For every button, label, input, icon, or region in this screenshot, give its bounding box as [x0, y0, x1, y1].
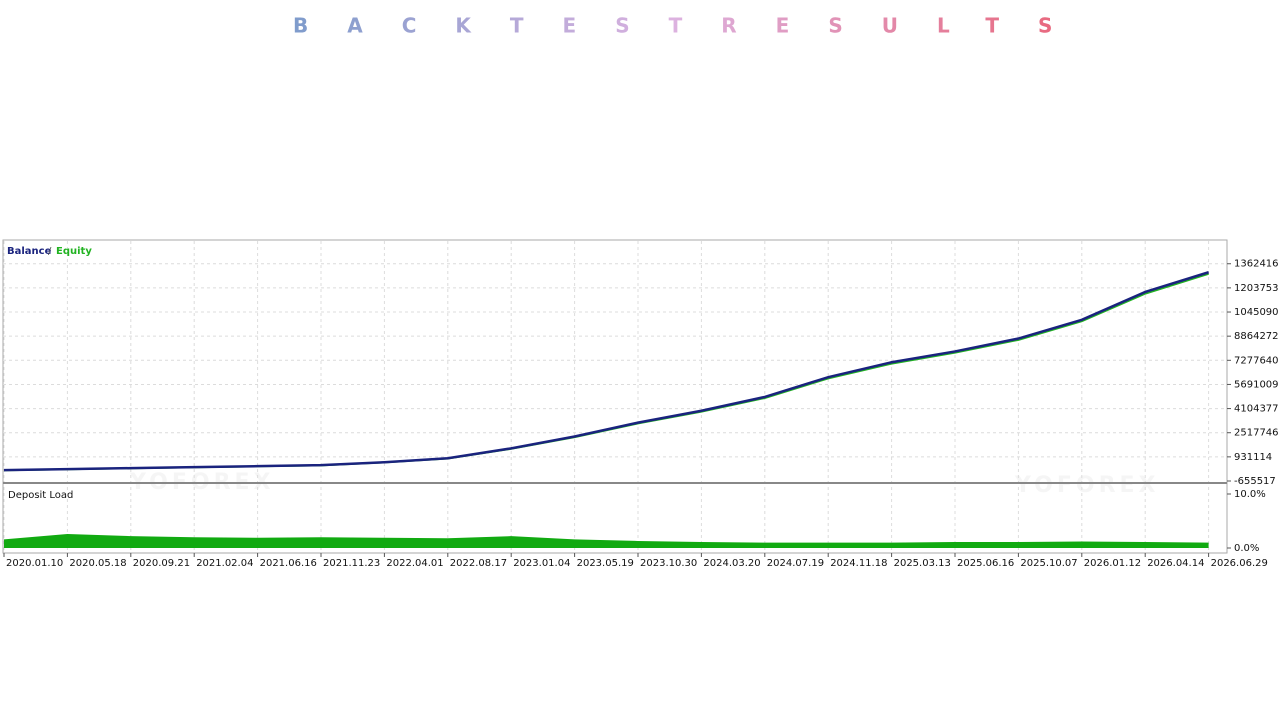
- y-tick-label: 10.0%: [1234, 489, 1266, 500]
- legend-equity: Equity: [56, 246, 92, 257]
- y-tick-label: -655517: [1234, 476, 1276, 487]
- y-tick-label: 4104377: [1234, 404, 1279, 415]
- x-tick-label: 2020.01.10: [6, 558, 63, 569]
- watermark: YOFOREX: [1014, 473, 1160, 498]
- x-tick-label: 2023.01.04: [513, 558, 570, 569]
- x-tick-label: 2026.06.29: [1211, 558, 1268, 569]
- x-tick-label: 2020.05.18: [69, 558, 126, 569]
- x-tick-label: 2023.05.19: [577, 558, 634, 569]
- x-tick-label: 2021.11.23: [323, 558, 380, 569]
- x-tick-label: 2026.04.14: [1147, 558, 1204, 569]
- x-tick-label: 2022.04.01: [386, 558, 443, 569]
- x-tick-label: 2024.07.19: [767, 558, 824, 569]
- x-tick-label: 2026.01.12: [1084, 558, 1141, 569]
- y-tick-label: 5691009: [1234, 379, 1279, 390]
- chart-frame: [2, 239, 1228, 554]
- x-tick-label: 2021.02.04: [196, 558, 253, 569]
- series-line: [3, 271, 1209, 472]
- x-tick-label: 2021.06.16: [260, 558, 317, 569]
- x-tick-label: 2023.10.30: [640, 558, 697, 569]
- x-tick-label: 2025.03.13: [894, 558, 951, 569]
- y-tick-label: 8864272: [1234, 331, 1279, 342]
- page-title: BACKTESTRESULTS: [293, 14, 1091, 38]
- x-tick-label: 2024.03.20: [703, 558, 760, 569]
- legend-separator: /: [48, 246, 52, 257]
- x-tick-label: 2020.09.21: [133, 558, 190, 569]
- legend-balance: Balance: [7, 246, 52, 257]
- x-tick-label: 2024.11.18: [830, 558, 887, 569]
- y-tick-label: 1203753: [1234, 283, 1279, 294]
- x-tick-label: 2025.06.16: [957, 558, 1014, 569]
- y-tick-label: 1362416: [1234, 259, 1279, 270]
- y-tick-label: 7277640: [1234, 355, 1279, 366]
- pane-title: Deposit Load: [8, 490, 73, 501]
- x-tick-label: 2022.08.17: [450, 558, 507, 569]
- y-tick-label: 0.0%: [1234, 543, 1259, 554]
- y-tick-label: 931114: [1234, 452, 1272, 463]
- x-tick-label: 2025.10.07: [1020, 558, 1077, 569]
- deposit-load-area: [4, 533, 1209, 548]
- y-tick-label: 1045090: [1234, 307, 1279, 318]
- y-tick-label: 2517746: [1234, 428, 1279, 439]
